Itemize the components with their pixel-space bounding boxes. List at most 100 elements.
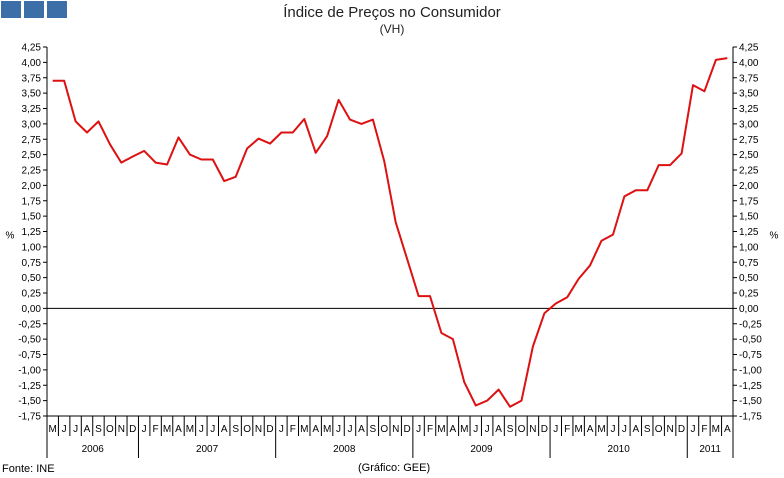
y-tick-label-right: 3,75 bbox=[739, 73, 759, 84]
y-tick-label-left: 2,25 bbox=[22, 166, 42, 177]
x-month-label: J bbox=[62, 424, 67, 435]
x-month-label: J bbox=[553, 424, 558, 435]
x-month-label: N bbox=[255, 424, 262, 435]
y-tick-label-left: 1,00 bbox=[22, 242, 42, 253]
y-tick-label-right: 2,00 bbox=[739, 181, 759, 192]
x-month-label: O bbox=[380, 424, 388, 435]
y-tick-label-right: 4,00 bbox=[739, 58, 759, 69]
chart-title: Índice de Preços no Consumidor bbox=[283, 4, 501, 21]
y-tick-label-left: 3,50 bbox=[22, 89, 42, 100]
y-tick-label-left: -1,50 bbox=[18, 396, 41, 407]
x-month-label: D bbox=[129, 424, 136, 435]
y-tick-label-right: 2,75 bbox=[739, 135, 759, 146]
x-month-label: M bbox=[323, 424, 331, 435]
x-month-label: A bbox=[495, 424, 502, 435]
logo-square bbox=[1, 1, 21, 18]
y-tick-label-right: -0,50 bbox=[739, 335, 762, 346]
x-month-label: O bbox=[518, 424, 526, 435]
x-month-label: S bbox=[95, 424, 102, 435]
y-tick-label-right: 3,25 bbox=[739, 104, 759, 115]
y-tick-label-right: -1,25 bbox=[739, 381, 762, 392]
x-month-label: F bbox=[153, 424, 159, 435]
x-month-label: J bbox=[210, 424, 215, 435]
x-month-label: J bbox=[473, 424, 478, 435]
y-tick-label-left: 2,75 bbox=[22, 135, 42, 146]
y-tick-label-right: -1,50 bbox=[739, 396, 762, 407]
x-month-label: M bbox=[597, 424, 605, 435]
series-line-0 bbox=[52, 57, 728, 408]
y-tick-label-left: -0,50 bbox=[18, 335, 41, 346]
x-month-label: D bbox=[678, 424, 685, 435]
x-month-label: S bbox=[370, 424, 377, 435]
y-tick-label-left: 4,00 bbox=[22, 58, 42, 69]
chart-subtitle: (VH) bbox=[379, 22, 405, 36]
y-tick-label-left: -0,25 bbox=[18, 319, 41, 330]
x-month-label: A bbox=[175, 424, 182, 435]
y-tick-label-left: 0,00 bbox=[22, 304, 42, 315]
x-month-label: A bbox=[358, 424, 365, 435]
x-month-label: J bbox=[142, 424, 147, 435]
x-month-label: M bbox=[300, 424, 308, 435]
y-tick-label-right: -0,75 bbox=[739, 350, 762, 361]
y-tick-label-right: 3,00 bbox=[739, 119, 759, 130]
x-month-label: J bbox=[622, 424, 627, 435]
x-month-label: F bbox=[564, 424, 570, 435]
logo-square bbox=[47, 1, 67, 18]
x-month-label: F bbox=[290, 424, 296, 435]
x-month-label: F bbox=[427, 424, 433, 435]
y-tick-label-right: 1,00 bbox=[739, 242, 759, 253]
y-tick-label-left: 0,50 bbox=[22, 273, 42, 284]
credit-note: (Gráfico: GEE) bbox=[358, 462, 431, 474]
x-month-label: M bbox=[460, 424, 468, 435]
y-tick-label-right: 2,25 bbox=[739, 166, 759, 177]
y-tick-label-left: 0,25 bbox=[22, 289, 42, 300]
x-month-label: O bbox=[243, 424, 251, 435]
y-tick-label-left: 1,25 bbox=[22, 227, 42, 238]
y-tick-label-right: 0,75 bbox=[739, 258, 759, 269]
x-month-label: M bbox=[574, 424, 582, 435]
x-month-label: J bbox=[610, 424, 615, 435]
x-month-label: F bbox=[701, 424, 707, 435]
y-tick-label-right: 4,25 bbox=[739, 43, 759, 54]
y-tick-label-right: 3,50 bbox=[739, 89, 759, 100]
x-month-label: A bbox=[587, 424, 594, 435]
y-tick-label-right: 0,00 bbox=[739, 304, 759, 315]
x-year-label: 2007 bbox=[196, 444, 219, 455]
x-month-label: O bbox=[106, 424, 114, 435]
x-month-label: N bbox=[666, 424, 673, 435]
x-month-label: M bbox=[163, 424, 171, 435]
y-tick-label-left: -1,25 bbox=[18, 381, 41, 392]
x-year-label: 2008 bbox=[333, 444, 356, 455]
y-tick-label-left: -1,75 bbox=[18, 412, 41, 423]
x-month-label: O bbox=[655, 424, 663, 435]
y-tick-label-right: -0,25 bbox=[739, 319, 762, 330]
x-month-label: M bbox=[437, 424, 445, 435]
y-tick-label-left: -0,75 bbox=[18, 350, 41, 361]
y-tick-label-right: 0,25 bbox=[739, 289, 759, 300]
y-axis-label-left: % bbox=[6, 231, 15, 242]
x-month-label: D bbox=[541, 424, 548, 435]
x-month-label: J bbox=[336, 424, 341, 435]
x-month-label: M bbox=[712, 424, 720, 435]
y-tick-label-right: -1,00 bbox=[739, 365, 762, 376]
x-month-label: A bbox=[221, 424, 228, 435]
x-month-label: S bbox=[644, 424, 651, 435]
x-year-label: 2006 bbox=[82, 444, 105, 455]
x-month-label: J bbox=[347, 424, 352, 435]
y-tick-label-right: 1,50 bbox=[739, 212, 759, 223]
x-year-label: 2009 bbox=[470, 444, 493, 455]
x-month-label: A bbox=[724, 424, 731, 435]
x-month-label: S bbox=[232, 424, 239, 435]
y-tick-label-left: -1,00 bbox=[18, 365, 41, 376]
y-tick-label-right: 1,75 bbox=[739, 196, 759, 207]
y-tick-label-right: 2,50 bbox=[739, 150, 759, 161]
y-tick-label-left: 2,50 bbox=[22, 150, 42, 161]
x-year-label: 2011 bbox=[699, 444, 721, 455]
x-month-label: A bbox=[84, 424, 91, 435]
x-month-label: J bbox=[73, 424, 78, 435]
y-tick-label-right: -1,75 bbox=[739, 412, 762, 423]
y-tick-label-left: 1,75 bbox=[22, 196, 42, 207]
x-month-label: A bbox=[450, 424, 457, 435]
x-month-label: J bbox=[690, 424, 695, 435]
